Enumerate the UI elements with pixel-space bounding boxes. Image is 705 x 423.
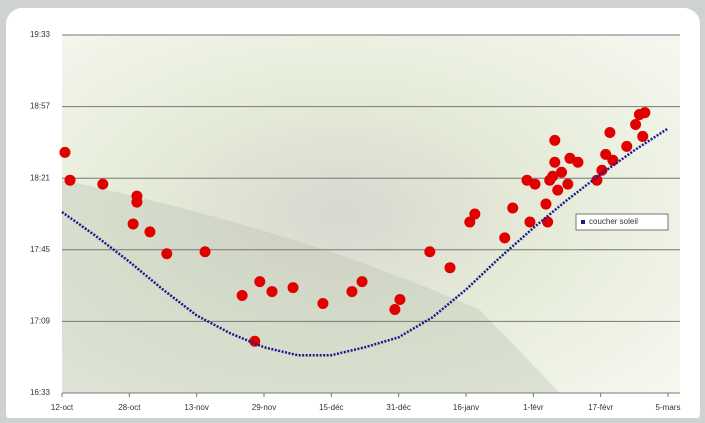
y-tick-label: 17:09 (30, 317, 51, 326)
dot (424, 246, 435, 257)
legend-label: coucher soleil (589, 217, 638, 226)
x-tick-label: 31-déc (386, 403, 410, 412)
x-tick-label: 29-nov (252, 403, 276, 412)
dot (556, 167, 567, 178)
dot (128, 218, 139, 229)
dot (64, 175, 75, 186)
dot (637, 131, 648, 142)
dot (266, 286, 277, 297)
dot (59, 147, 70, 158)
dot (237, 290, 248, 301)
dot (552, 185, 563, 196)
dot (200, 246, 211, 257)
dot (389, 304, 400, 315)
chart: 16:33 17:09 17:45 18:21 18:57 19:33 12-oct 28-o… (0, 0, 705, 418)
dot (445, 262, 456, 273)
y-tick-label: 18:57 (30, 102, 51, 111)
x-tick-label: 28-oct (118, 403, 141, 412)
dot (507, 203, 518, 214)
dot (131, 197, 142, 208)
dot (530, 179, 541, 190)
y-tick-label: 16:33 (30, 388, 51, 397)
dot (97, 179, 108, 190)
dot (357, 276, 368, 287)
y-tick-label: 19:33 (30, 30, 51, 39)
dot (288, 282, 299, 293)
x-tick-label: 12-oct (51, 403, 74, 412)
dot (346, 286, 357, 297)
dot (604, 127, 615, 138)
dot (540, 199, 551, 210)
x-tick-label: 16-janv (453, 403, 479, 412)
dot (317, 298, 328, 309)
dot (621, 141, 632, 152)
dot (639, 107, 650, 118)
dot (394, 294, 405, 305)
page: 16:33 17:09 17:45 18:21 18:57 19:33 12-oct 28-o… (0, 0, 705, 418)
x-tick-label: 15-déc (319, 403, 343, 412)
dot (549, 157, 560, 168)
dot (562, 179, 573, 190)
dot (499, 232, 510, 243)
y-tick-label: 17:45 (30, 245, 51, 254)
dot (524, 216, 535, 227)
dot (254, 276, 265, 287)
dot (630, 119, 641, 130)
dot (549, 135, 560, 146)
legend-marker (581, 220, 585, 224)
x-tick-label: 13-nov (184, 403, 208, 412)
x-tick-label: 17-févr (588, 403, 613, 412)
dot (161, 248, 172, 259)
dot (469, 209, 480, 220)
dot (144, 226, 155, 237)
x-tick-label: 1-févr (523, 403, 544, 412)
dot (572, 157, 583, 168)
y-tick-label: 18:21 (30, 173, 51, 182)
x-tick-label: 5-mars (656, 403, 681, 412)
